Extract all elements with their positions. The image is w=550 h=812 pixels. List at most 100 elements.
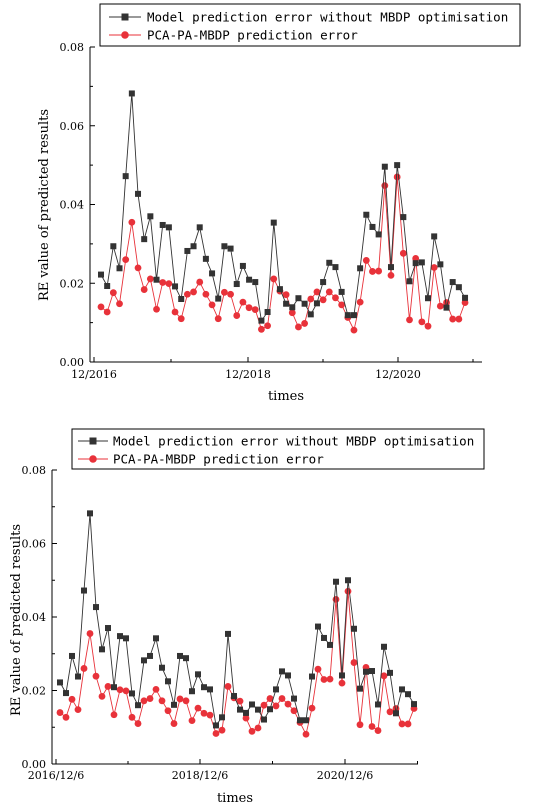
data-point xyxy=(462,294,469,301)
data-point xyxy=(117,633,123,640)
data-point xyxy=(209,270,216,277)
data-point xyxy=(153,305,160,313)
data-point xyxy=(147,652,153,659)
data-point xyxy=(449,279,456,286)
data-point xyxy=(194,704,202,712)
data-point xyxy=(134,264,142,272)
data-point xyxy=(86,630,94,637)
y-tick-label: 0.00 xyxy=(60,356,85,369)
data-point xyxy=(243,709,249,716)
data-point xyxy=(406,316,413,324)
data-point xyxy=(184,247,191,254)
data-point xyxy=(443,304,450,311)
data-point xyxy=(387,264,394,271)
data-point xyxy=(195,671,201,678)
data-point xyxy=(363,211,370,218)
data-point xyxy=(153,276,160,283)
x-tick-label: 12/2018 xyxy=(225,368,271,381)
data-point xyxy=(307,295,315,303)
data-point xyxy=(165,678,171,685)
data-point xyxy=(104,683,112,690)
data-point xyxy=(116,686,124,694)
data-point xyxy=(261,716,267,723)
data-point xyxy=(135,190,142,197)
y-tick-label: 0.04 xyxy=(60,199,85,212)
data-point xyxy=(264,308,271,315)
data-point xyxy=(97,303,105,311)
data-point xyxy=(264,322,271,330)
data-point xyxy=(81,587,87,594)
data-point xyxy=(302,730,310,738)
data-point xyxy=(140,697,148,705)
data-point xyxy=(405,691,411,698)
data-point xyxy=(111,684,117,691)
data-point xyxy=(356,721,364,729)
data-point xyxy=(215,295,222,302)
data-point xyxy=(128,218,136,226)
data-point xyxy=(236,697,244,705)
data-point xyxy=(252,279,259,286)
data-point xyxy=(301,300,308,307)
data-point xyxy=(105,625,111,632)
data-point xyxy=(375,267,383,275)
y-tick-label: 0.08 xyxy=(60,41,85,54)
data-point xyxy=(387,669,393,676)
data-point xyxy=(344,587,352,595)
data-point xyxy=(172,283,179,290)
data-point xyxy=(363,668,369,675)
data-point xyxy=(437,261,444,268)
data-point xyxy=(393,710,399,717)
data-point xyxy=(207,686,213,693)
data-point xyxy=(202,290,210,298)
data-point xyxy=(68,695,76,703)
data-point xyxy=(57,679,63,686)
data-point xyxy=(164,707,172,715)
data-point xyxy=(122,687,130,695)
data-point xyxy=(309,673,315,680)
series-1 xyxy=(98,90,469,324)
data-point xyxy=(227,245,234,252)
series-line xyxy=(59,591,415,736)
data-point xyxy=(254,724,262,732)
data-point xyxy=(321,634,327,641)
y-tick-label: 0.02 xyxy=(22,685,47,698)
data-point xyxy=(177,315,185,323)
data-point xyxy=(380,672,388,680)
data-point xyxy=(135,702,141,709)
legend: Model prediction error without MBDP opti… xyxy=(71,428,485,470)
data-point xyxy=(128,713,136,721)
data-point xyxy=(87,510,93,517)
data-point xyxy=(258,317,265,324)
data-point xyxy=(140,286,148,293)
data-point xyxy=(338,288,345,295)
data-point xyxy=(350,659,358,666)
data-point xyxy=(339,672,345,679)
data-point xyxy=(289,304,296,311)
data-point xyxy=(98,271,104,278)
data-point xyxy=(146,695,154,702)
data-point xyxy=(449,315,457,323)
data-point xyxy=(190,288,197,296)
data-point xyxy=(351,625,357,632)
data-point xyxy=(225,630,231,637)
data-point xyxy=(214,315,222,323)
data-point xyxy=(357,265,364,272)
legend-label: Model prediction error without MBDP opti… xyxy=(147,10,508,25)
data-point xyxy=(326,675,334,683)
y-tick-label: 0.04 xyxy=(22,611,47,624)
data-point xyxy=(183,655,189,662)
data-point xyxy=(170,720,178,727)
data-point xyxy=(332,595,340,603)
data-point xyxy=(110,243,117,250)
data-point xyxy=(455,315,463,323)
legend-marker xyxy=(121,31,129,39)
data-point xyxy=(320,676,328,683)
data-point xyxy=(218,726,226,734)
series-line xyxy=(59,513,415,727)
data-point xyxy=(350,326,358,334)
data-point xyxy=(362,257,370,264)
data-point xyxy=(245,304,253,312)
data-point xyxy=(276,286,283,293)
data-point xyxy=(315,623,321,630)
